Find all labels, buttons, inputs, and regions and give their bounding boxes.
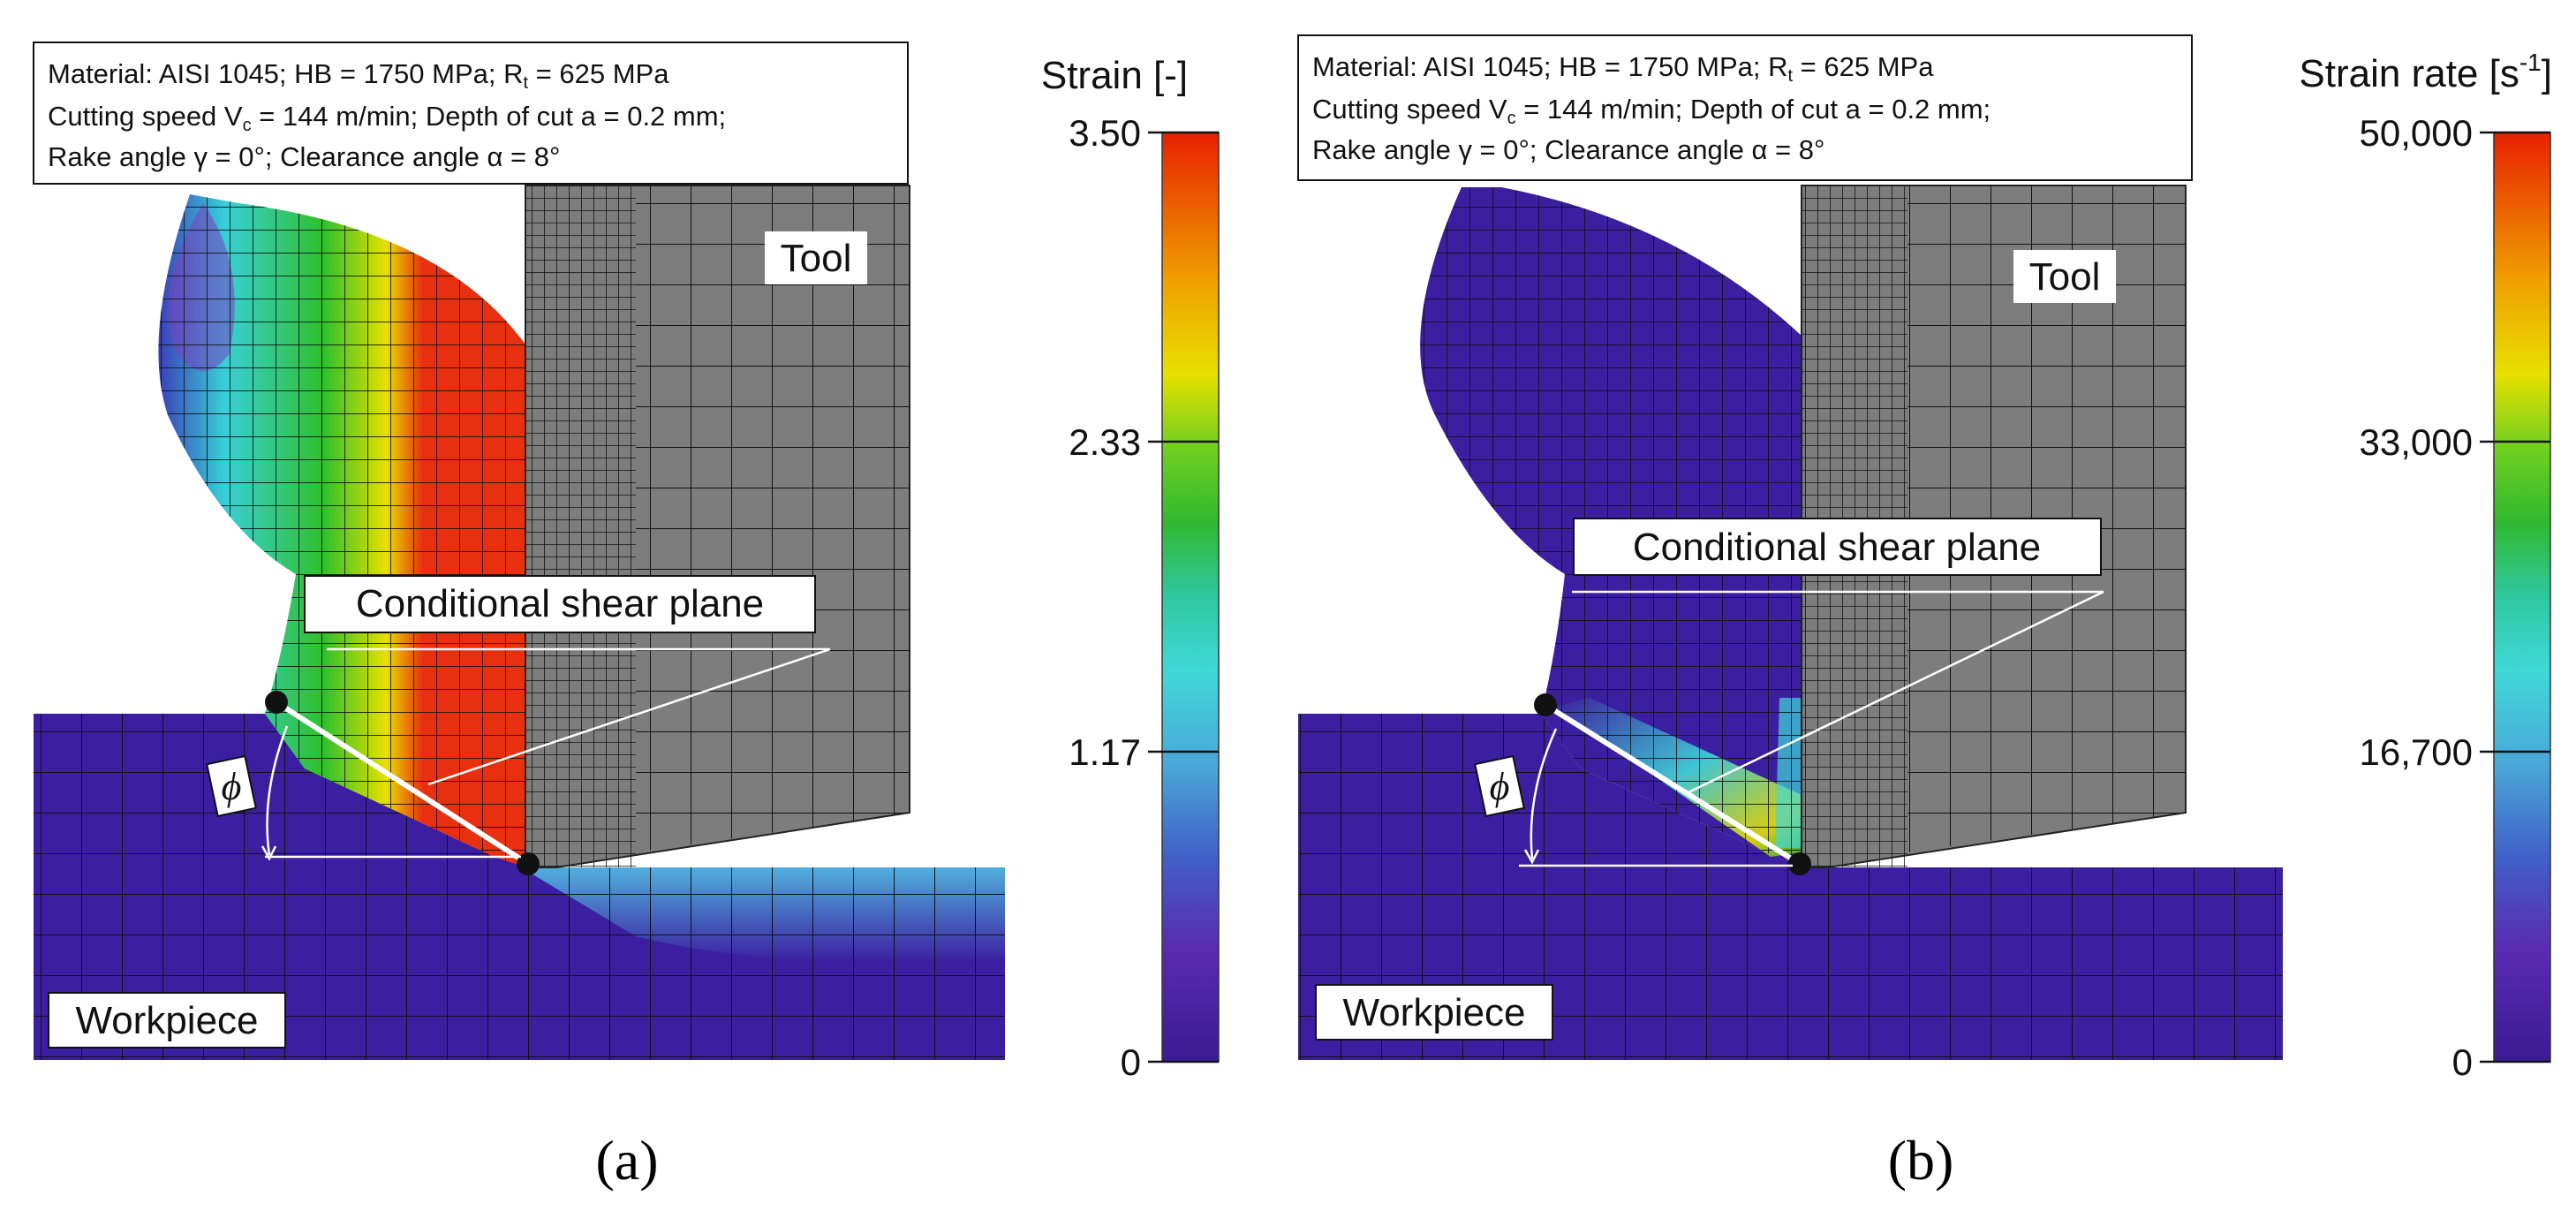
- shear-plane-label-a: Conditional shear plane: [304, 575, 816, 633]
- shear-plane-b: [1519, 590, 2104, 875]
- angle-label-a: ϕ: [206, 754, 257, 818]
- tool-a: [525, 185, 910, 868]
- workpiece-label-a: Workpiece: [48, 992, 286, 1048]
- angle-label-text-a: ϕ: [222, 765, 242, 808]
- colorbar-tick-b-2: 16,700: [2360, 731, 2473, 773]
- info-line-1-b: Material: AISI 1045; HB = 1750 MPa; Rt =…: [1312, 51, 1934, 86]
- colorbar-title-b: Strain rate [s-1]: [2299, 49, 2552, 95]
- workpiece-mesh-b: [1298, 714, 2283, 1060]
- colorbar-tick-b-1: 33,000: [2360, 421, 2473, 463]
- workpiece-label-text-a: Workpiece: [75, 999, 258, 1042]
- info-line-2-a: Cutting speed Vc = 144 m/min; Depth of c…: [48, 101, 726, 135]
- colorbar-tick-b-3: 0: [2452, 1041, 2473, 1083]
- panel-b: ϕ Tool Conditional shear plane Workpiece…: [1297, 34, 2552, 1192]
- colorbar-tick-a-1: 2.33: [1069, 421, 1141, 463]
- info-line-3-a: Rake angle γ = 0°; Clearance angle α = 8…: [48, 141, 560, 172]
- workpiece-label-b: Workpiece: [1315, 984, 1553, 1041]
- colorbar-tick-a-2: 1.17: [1069, 731, 1141, 773]
- panel-a: ϕ Tool Conditional shear plane Workpiece…: [33, 42, 1220, 1192]
- info-box-a: Material: AISI 1045; HB = 1750 MPa; Rt =…: [33, 42, 909, 185]
- info-line-2-b: Cutting speed Vc = 144 m/min; Depth of c…: [1312, 94, 1991, 128]
- chip-a: [158, 194, 526, 867]
- tool-label-text-b: Tool: [2029, 255, 2101, 299]
- angle-label-b: ϕ: [1474, 754, 1525, 818]
- colorbar-gradient-b: [2493, 132, 2551, 1063]
- shear-plane-a: [261, 647, 831, 875]
- colorbar-tick-a-3: 0: [1121, 1041, 1141, 1083]
- shear-plane-label-b: Conditional shear plane: [1573, 518, 2102, 576]
- panel-letter-b: (b): [1888, 1129, 1954, 1192]
- colorbar-gradient-a: [1161, 132, 1220, 1063]
- tool-label-text-a: Tool: [781, 237, 852, 280]
- info-line-3-b: Rake angle γ = 0°; Clearance angle α = 8…: [1312, 134, 1824, 165]
- info-line-1-a: Material: AISI 1045; HB = 1750 MPa; Rt =…: [48, 58, 669, 93]
- shear-plane-label-text-a: Conditional shear plane: [356, 582, 764, 625]
- colorbar-tick-a-0: 3.50: [1069, 112, 1141, 154]
- workpiece-label-text-b: Workpiece: [1342, 991, 1525, 1034]
- shear-end-marker-a: [517, 852, 540, 875]
- panel-letter-a: (a): [595, 1129, 658, 1192]
- colorbar-a: Strain [-] 3.50 2.33 1.17 0: [1041, 54, 1220, 1083]
- shear-plane-label-text-b: Conditional shear plane: [1633, 526, 2041, 569]
- shear-end-marker-b: [1788, 852, 1811, 875]
- colorbar-title-a: Strain [-]: [1041, 54, 1188, 97]
- colorbar-tick-b-0: 50,000: [2360, 112, 2473, 154]
- colorbar-b: Strain rate [s-1] 50,000 33,000 16,700 0: [2299, 49, 2552, 1083]
- shear-start-marker-a: [265, 691, 288, 714]
- colorbar-ticks-b: 50,000 33,000 16,700 0: [2360, 112, 2550, 1083]
- colorbar-ticks-a: 3.50 2.33 1.17 0: [1069, 112, 1219, 1083]
- tool-label-b: Tool: [2013, 250, 2116, 303]
- workpiece-mesh-a: [34, 714, 1005, 1060]
- shear-start-marker-b: [1534, 693, 1557, 716]
- info-box-b: Material: AISI 1045; HB = 1750 MPa; Rt =…: [1297, 34, 2193, 181]
- angle-label-text-b: ϕ: [1490, 765, 1510, 808]
- tool-label-a: Tool: [765, 231, 867, 284]
